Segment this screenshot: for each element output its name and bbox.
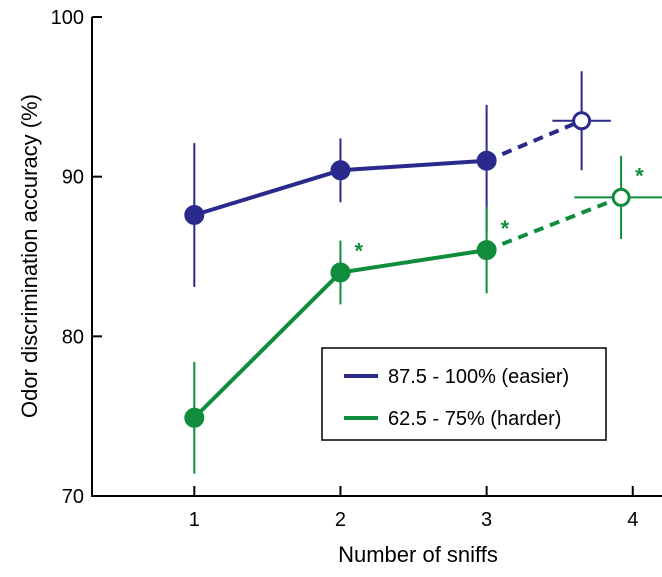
legend-box — [321, 347, 607, 441]
data-points — [184, 111, 631, 428]
y-tick-label: 80 — [62, 326, 84, 348]
legend-label-harder: 62.5 - 75% (harder) — [388, 408, 561, 430]
data-point-harder — [476, 240, 497, 261]
x-tick-label: 4 — [627, 509, 638, 531]
data-point-easier — [330, 160, 351, 181]
significance-markers: * * * — [354, 163, 644, 263]
data-point-harder — [184, 407, 205, 428]
x-axis-label: Number of sniffs — [338, 542, 498, 567]
x-tick-label: 3 — [481, 509, 492, 531]
x-tick-label: 2 — [335, 509, 346, 531]
extrapolated-point-harder — [611, 187, 631, 207]
significance-star: * — [501, 216, 510, 241]
extrapolated-point-easier — [572, 111, 592, 131]
legend: 87.5 - 100% (easier) 62.5 - 75% (harder) — [321, 347, 607, 441]
y-axis-label: Odor discrimination accuracy (%) — [17, 94, 42, 418]
y-axis: 70 80 90 100 — [51, 7, 102, 508]
x-tick-label: 1 — [189, 509, 200, 531]
data-point-easier — [476, 150, 497, 171]
y-tick-label: 90 — [62, 167, 84, 189]
significance-star: * — [635, 163, 644, 188]
legend-label-easier: 87.5 - 100% (easier) — [388, 366, 569, 388]
x-axis: 1 2 3 4 — [91, 486, 662, 531]
extrapolation-line-harder — [485, 195, 622, 252]
extrapolation-line-easier — [485, 118, 583, 163]
significance-star: * — [354, 238, 363, 263]
data-point-easier — [184, 204, 205, 225]
data-point-harder — [330, 262, 351, 283]
y-tick-label: 100 — [51, 7, 84, 29]
y-tick-label: 70 — [62, 486, 84, 508]
